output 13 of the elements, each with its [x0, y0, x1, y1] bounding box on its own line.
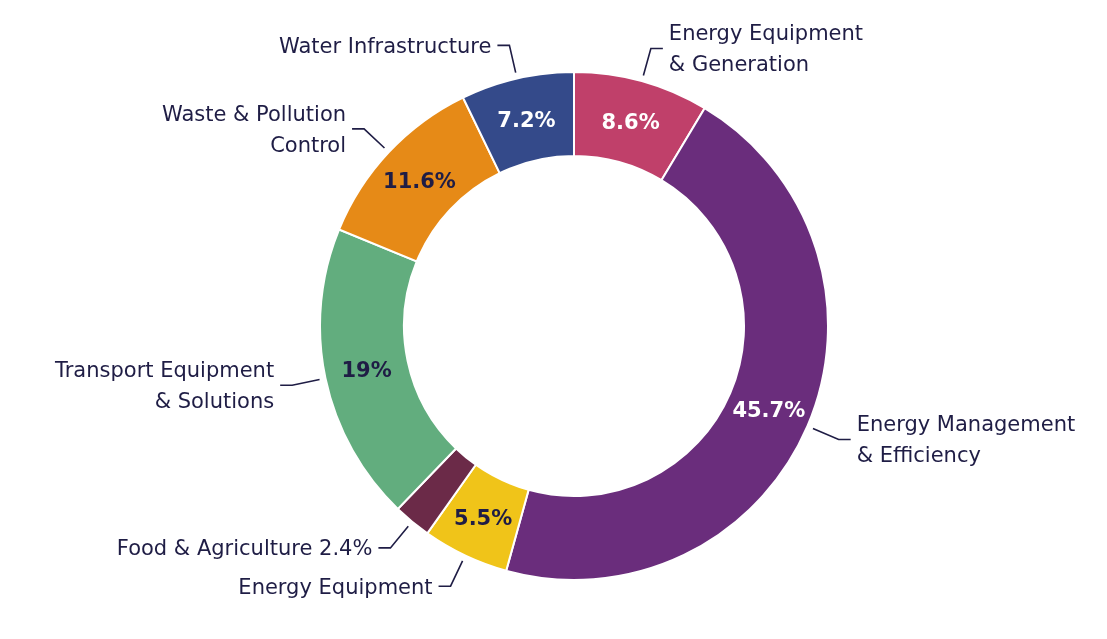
slice-label: Water Infrastructure	[278, 33, 492, 58]
slice-label: Energy Management & Efficiency	[856, 412, 1076, 468]
slice-label: Energy Equipment & Generation	[668, 21, 864, 77]
data-label: 45.7%	[732, 397, 806, 422]
data-label: 8.6%	[601, 110, 660, 135]
data-label: 11.6%	[383, 169, 456, 194]
data-label: 19%	[341, 357, 392, 382]
data-label: 7.2%	[497, 107, 556, 132]
slice-label: Energy Equipment	[238, 574, 433, 599]
data-label: 5.5%	[454, 505, 513, 530]
slice-label: Waste & Pollution Control	[161, 101, 347, 157]
slice-label: Transport Equipment & Solutions	[53, 358, 275, 414]
slice-label: Food & Agriculture 2.4%	[116, 536, 373, 561]
